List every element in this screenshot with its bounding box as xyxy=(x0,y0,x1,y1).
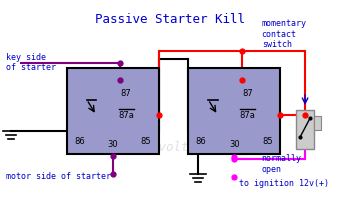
Text: to ignition 12v(+): to ignition 12v(+) xyxy=(239,179,329,188)
Bar xyxy=(314,116,321,130)
Bar xyxy=(296,110,314,149)
Text: key side
of starter: key side of starter xyxy=(6,53,56,72)
Text: normally
open: normally open xyxy=(262,154,302,174)
Text: momentary
contact
switch: momentary contact switch xyxy=(262,19,307,49)
Bar xyxy=(188,68,280,154)
Text: 30: 30 xyxy=(107,140,118,149)
Text: 87: 87 xyxy=(242,89,253,98)
Bar xyxy=(67,68,159,154)
Text: the12volt.com: the12volt.com xyxy=(121,141,219,154)
Text: 85: 85 xyxy=(141,137,151,146)
Text: 87a: 87a xyxy=(240,111,256,120)
Text: 86: 86 xyxy=(196,137,206,146)
Text: 87a: 87a xyxy=(118,111,134,120)
Text: 87: 87 xyxy=(121,89,132,98)
Text: Passive Starter Kill: Passive Starter Kill xyxy=(95,13,245,26)
Text: 86: 86 xyxy=(74,137,85,146)
Text: 30: 30 xyxy=(229,140,239,149)
Text: 85: 85 xyxy=(262,137,273,146)
Text: motor side of starter: motor side of starter xyxy=(6,172,111,181)
